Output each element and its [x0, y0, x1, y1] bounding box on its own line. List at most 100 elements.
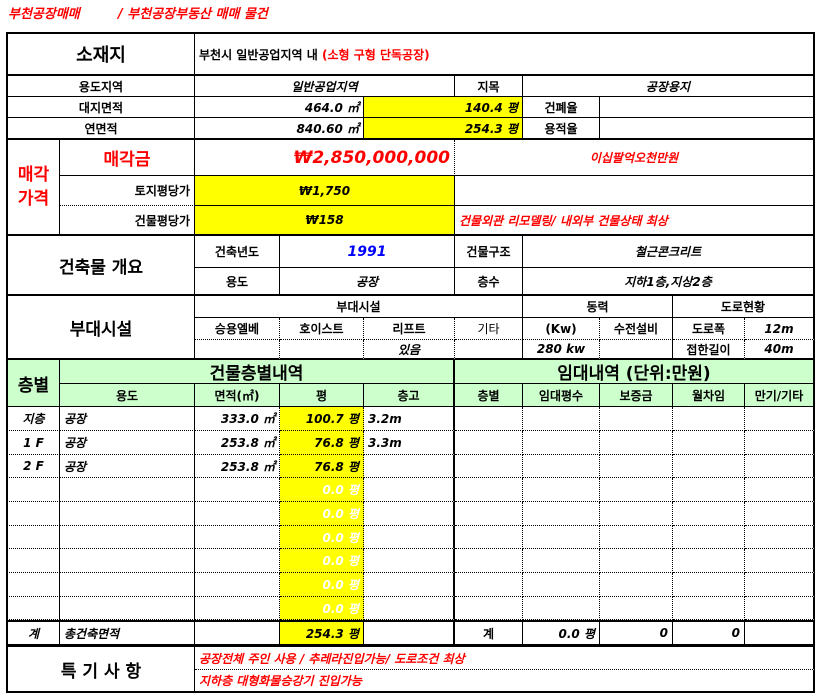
floor-row-area-pyeong: 76.8 평	[280, 455, 364, 478]
floor-row-lease-floor	[455, 455, 523, 478]
floor-row-lease-floor	[455, 478, 523, 502]
location-note: (소형 구형 단독공장)	[321, 47, 430, 62]
column-header-deposit: 보증금	[600, 384, 673, 407]
facilities-group-header: 부대시설	[195, 296, 523, 318]
coverage-label: 건폐율	[523, 97, 600, 118]
floor-row-use	[60, 526, 195, 549]
road-header: 도로현황	[673, 296, 815, 318]
frontage-value: 40m	[745, 340, 815, 360]
floor-row-lease-area	[523, 478, 600, 502]
floor-area-pyeong: 254.3 평	[364, 118, 523, 140]
floor-row-use	[60, 478, 195, 502]
road-width-value: 12m	[745, 318, 815, 340]
location-value: 부천시 일반공업지역 내 (소형 구형 단독공장)	[195, 32, 815, 76]
site-area-pyeong: 140.4 평	[364, 97, 523, 118]
land-unit-note	[455, 176, 815, 206]
floor-row-monthly-rent	[673, 502, 745, 526]
floor-row-lease-area	[523, 597, 600, 620]
total-row-use: 총건축면적	[60, 620, 195, 645]
floor-row-lease-area	[523, 455, 600, 478]
floor-row-ceiling-height	[364, 597, 455, 620]
floor-row-monthly-rent	[673, 549, 745, 573]
floor-row-ceiling-height: 3.3m	[364, 431, 455, 455]
total-row-label: 계	[6, 620, 60, 645]
kw-value: 280 kw	[523, 340, 600, 360]
lift-label: 리프트	[364, 318, 455, 340]
floor-row-area-pyeong: 100.7 평	[280, 407, 364, 431]
elevator-label: 승용엘베	[195, 318, 280, 340]
substation-value	[600, 340, 673, 360]
category-value: 공장용지	[523, 76, 815, 97]
floor-row-lease-floor	[455, 573, 523, 597]
sale-price-words: 이십팔억오천만원	[455, 140, 815, 176]
column-header-lease-area: 임대평수	[523, 384, 600, 407]
building-unit-price-value: ₩158	[195, 206, 455, 236]
site-area-m2: 464.0 ㎡	[195, 97, 364, 118]
floor-row-lease-floor	[455, 549, 523, 573]
total-row-expiry-etc	[745, 620, 815, 645]
column-header-use: 용도	[60, 384, 195, 407]
floor-row-ceiling-height	[364, 502, 455, 526]
building-note: 건물외관 리모델링/ 내외부 건물상태 최상	[455, 206, 815, 236]
column-header-lease-floor: 층별	[455, 384, 523, 407]
floor-row-expiry-etc	[745, 526, 815, 549]
floor-row-lease-floor	[455, 407, 523, 431]
total-row-lease-floor: 계	[455, 620, 523, 645]
floor-row-deposit	[600, 455, 673, 478]
floor-row-lease-area	[523, 526, 600, 549]
total-row-area-m2	[195, 620, 280, 645]
floor-row-deposit	[600, 407, 673, 431]
etc-value	[455, 340, 523, 360]
floor-row-deposit	[600, 526, 673, 549]
far-value	[600, 118, 815, 140]
total-row-lease-area: 0.0 평	[523, 620, 600, 645]
floor-header: 층별	[6, 360, 60, 407]
etc-label: 기타	[455, 318, 523, 340]
power-header: 동력	[523, 296, 673, 318]
building-overview-label: 건축물 개요	[6, 236, 195, 296]
floor-row-use	[60, 549, 195, 573]
floor-area-label: 연면적	[6, 118, 195, 140]
floor-row-deposit	[600, 549, 673, 573]
floor-row-area-m2	[195, 478, 280, 502]
floor-row-area-m2	[195, 526, 280, 549]
floor-row-use: 공장	[60, 455, 195, 478]
floor-row-area-m2: 253.8 ㎡	[195, 431, 280, 455]
build-year-label: 건축년도	[195, 236, 280, 268]
floor-row-ceiling-height	[364, 573, 455, 597]
zoning-label: 용도지역	[6, 76, 195, 97]
floor-row-lease-area	[523, 573, 600, 597]
floor-row-area-pyeong: 0.0 평	[280, 573, 364, 597]
floor-row-floor	[6, 549, 60, 573]
floor-row-area-pyeong: 0.0 평	[280, 478, 364, 502]
column-header-expiry-etc: 만기/기타	[745, 384, 815, 407]
floor-row-deposit	[600, 478, 673, 502]
floors-value: 지하1층,지상2층	[523, 268, 815, 296]
site-area-label: 대지면적	[6, 97, 195, 118]
floor-row-expiry-etc	[745, 549, 815, 573]
floor-row-ceiling-height	[364, 455, 455, 478]
price-section-label: 매각 가격	[6, 140, 60, 236]
structure-value: 철근콘크리트	[523, 236, 815, 268]
title-left: 부천공장매매	[8, 7, 80, 22]
floor-row-area-pyeong: 0.0 평	[280, 597, 364, 620]
floor-row-area-pyeong: 0.0 평	[280, 526, 364, 549]
title-right: / 부천공장부동산 매매 물건	[118, 7, 268, 22]
location-address: 부천시 일반공업지역 내	[199, 47, 318, 62]
floor-row-monthly-rent	[673, 526, 745, 549]
floor-row-lease-area	[523, 407, 600, 431]
floor-row-area-m2	[195, 549, 280, 573]
floor-row-monthly-rent	[673, 455, 745, 478]
kw-label: (Kw)	[523, 318, 600, 340]
floor-row-expiry-etc	[745, 407, 815, 431]
floor-row-floor	[6, 526, 60, 549]
floor-row-deposit	[600, 431, 673, 455]
floor-row-area-m2	[195, 502, 280, 526]
floor-row-area-m2	[195, 573, 280, 597]
floor-row-ceiling-height	[364, 478, 455, 502]
floor-row-use: 공장	[60, 407, 195, 431]
floor-row-area-m2: 253.8 ㎡	[195, 455, 280, 478]
road-width-label: 도로폭	[673, 318, 745, 340]
lift-value: 있음	[364, 340, 455, 360]
build-year-value: 1991	[280, 236, 455, 268]
